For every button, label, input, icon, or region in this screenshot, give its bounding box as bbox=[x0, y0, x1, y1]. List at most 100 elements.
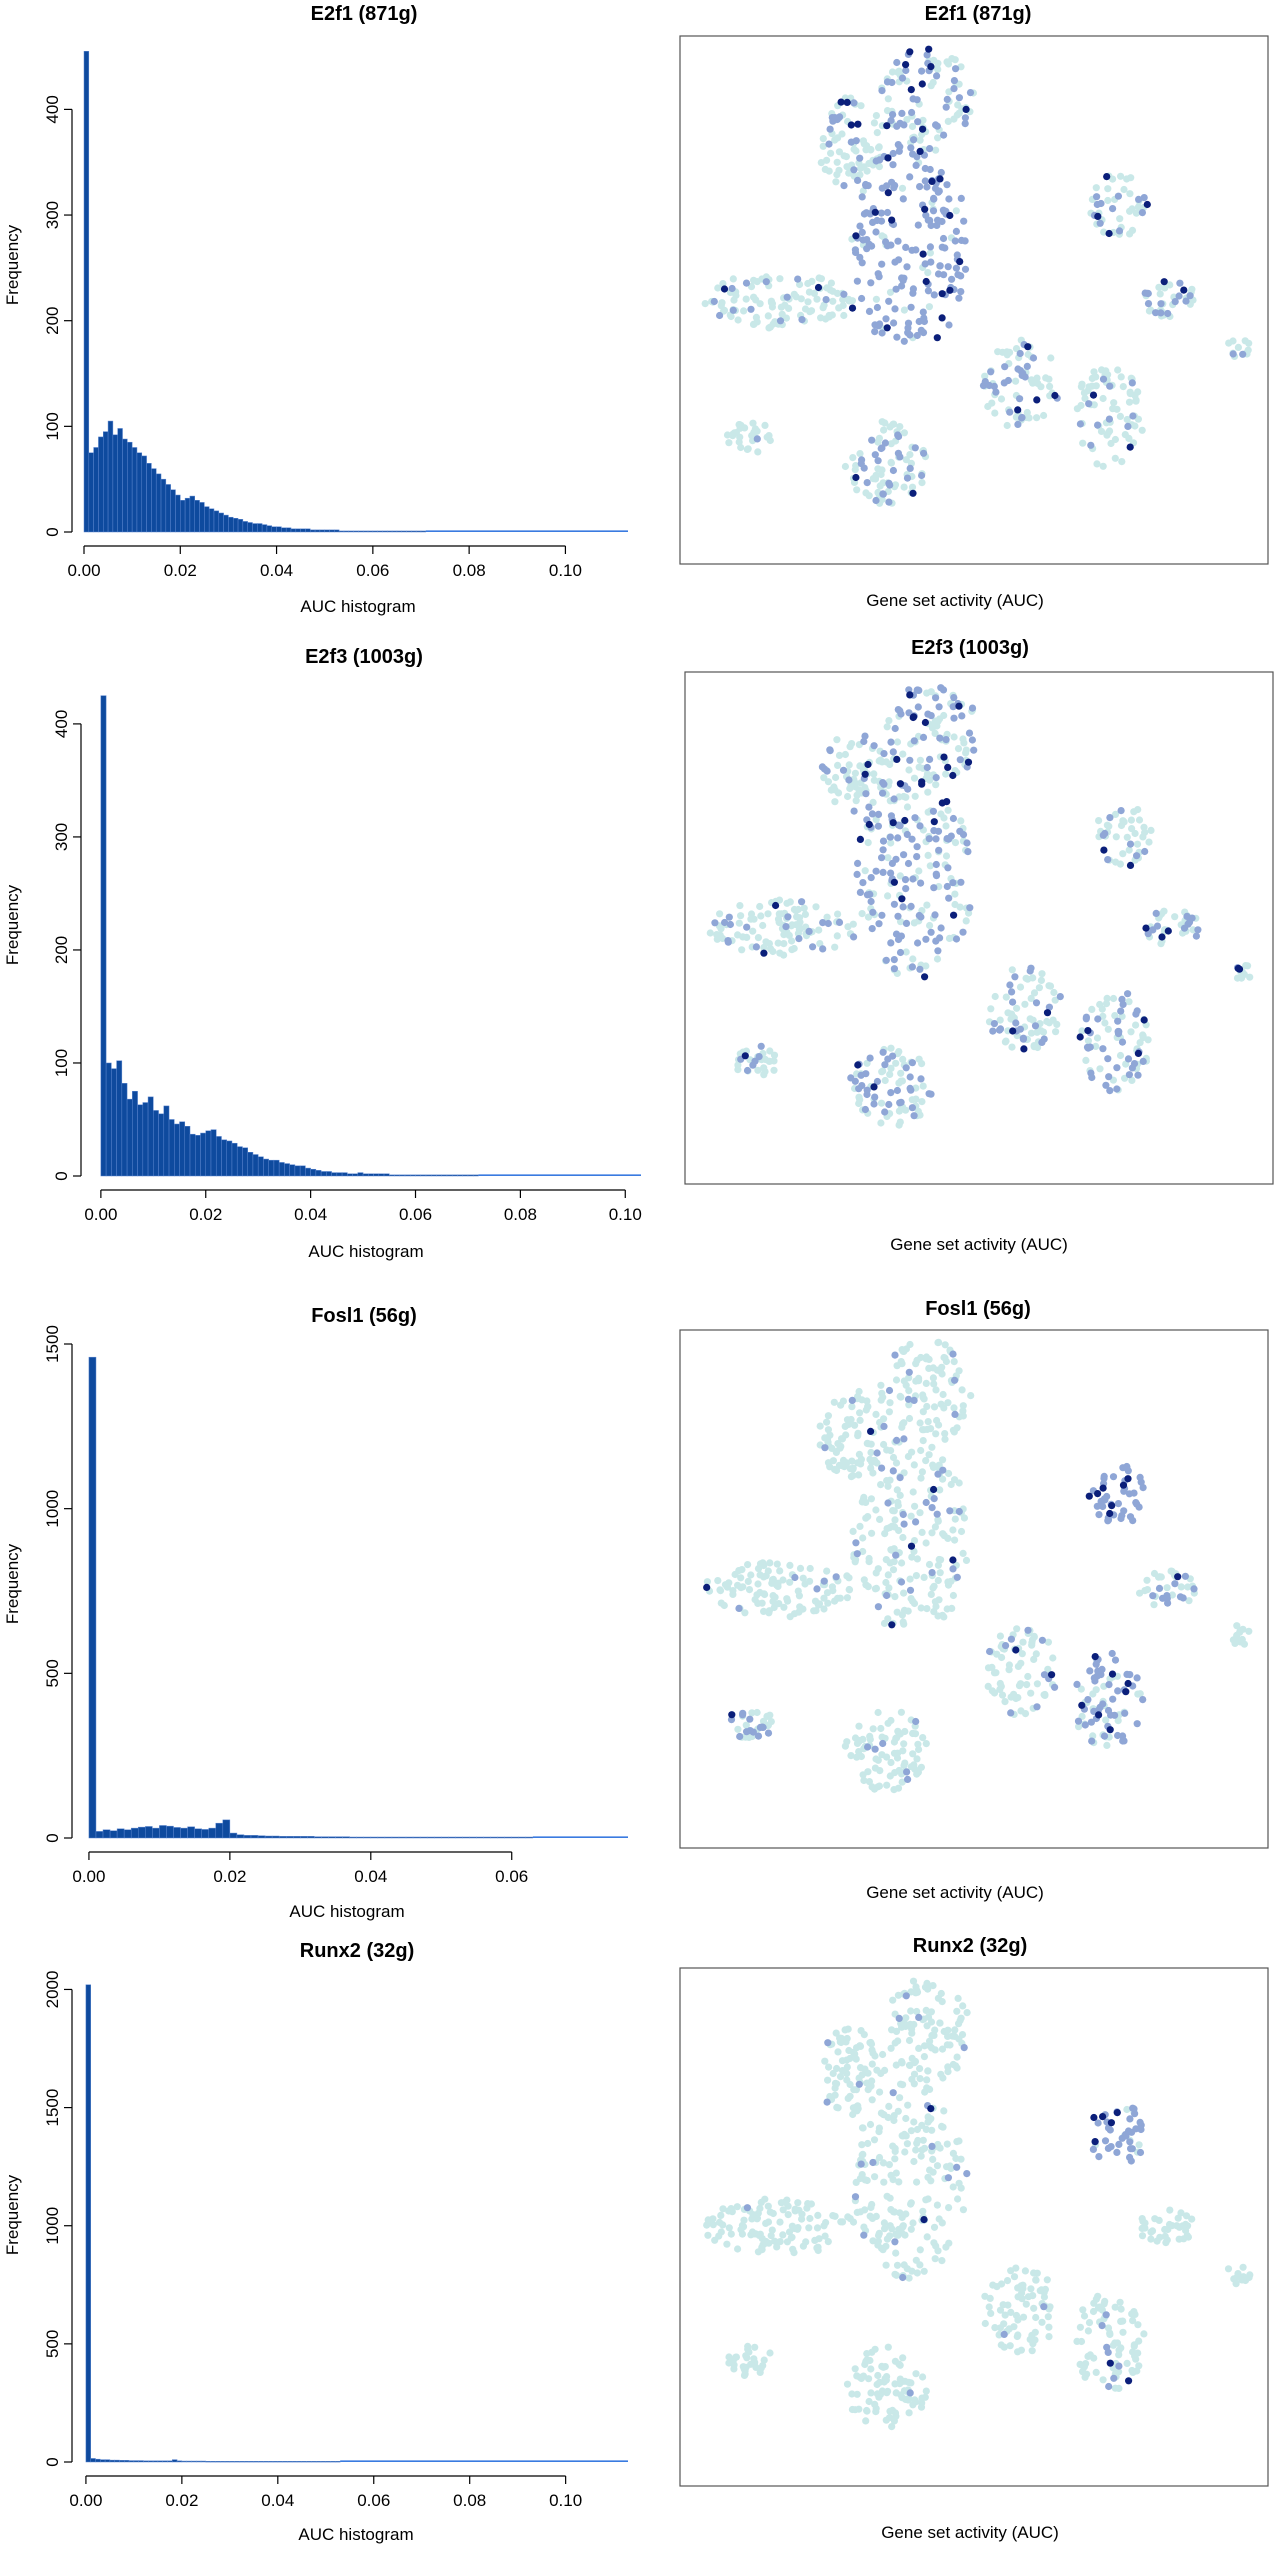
histogram-bar bbox=[290, 528, 297, 533]
cell-point bbox=[923, 2233, 931, 2241]
cell-point bbox=[903, 116, 911, 124]
cell-point bbox=[729, 1590, 737, 1598]
cell-point bbox=[823, 1589, 832, 1597]
cell-point bbox=[919, 2207, 927, 2215]
cell-point bbox=[899, 1533, 907, 1542]
cell-point bbox=[900, 483, 908, 491]
cell-point bbox=[1132, 397, 1140, 405]
cell-point bbox=[1037, 1027, 1045, 1035]
cell-point bbox=[884, 1482, 892, 1490]
histogram-bar bbox=[247, 1152, 254, 1177]
cell-point bbox=[763, 433, 771, 441]
cell-point bbox=[1112, 858, 1120, 866]
cell-point bbox=[776, 317, 785, 325]
cell-point bbox=[865, 492, 873, 500]
cell-point bbox=[891, 724, 899, 733]
cell-point bbox=[912, 2146, 920, 2154]
cell-point bbox=[920, 314, 928, 322]
cell-point bbox=[716, 311, 724, 320]
cell-point bbox=[882, 315, 890, 323]
cell-point bbox=[864, 1403, 872, 1411]
cell-point bbox=[1141, 2219, 1149, 2227]
cell-point bbox=[849, 1465, 857, 1473]
cell-point bbox=[930, 2223, 939, 2231]
cell-point bbox=[897, 1708, 906, 1716]
cell-point bbox=[850, 807, 858, 815]
histogram-bar bbox=[394, 1174, 401, 1177]
cell-point bbox=[884, 1571, 892, 1579]
cell-point bbox=[1138, 426, 1146, 434]
cell-point bbox=[899, 750, 907, 758]
y-tick-label: 500 bbox=[43, 1659, 62, 1687]
cell-point bbox=[952, 65, 960, 73]
histogram-bar bbox=[285, 1836, 294, 1839]
cell-point bbox=[1013, 1625, 1021, 1633]
cell-point bbox=[945, 195, 953, 203]
cell-point bbox=[1038, 970, 1046, 978]
cell-point bbox=[929, 1374, 938, 1382]
cell-point bbox=[1044, 1638, 1052, 1646]
tsne-panel-runx2: Runx2 (32g) Gene set activity (AUC) bbox=[679, 1935, 1269, 2542]
cell-point bbox=[1153, 922, 1162, 930]
cell-point bbox=[932, 860, 940, 869]
cell-point bbox=[757, 2198, 765, 2206]
cell-point bbox=[1090, 2113, 1098, 2122]
y-tick-label: 400 bbox=[52, 710, 71, 738]
histogram-bar bbox=[119, 2460, 125, 2463]
cell-point bbox=[1135, 195, 1143, 203]
cell-point bbox=[897, 2080, 905, 2088]
cell-point bbox=[997, 395, 1006, 403]
cell-point bbox=[1109, 205, 1117, 213]
cell-point bbox=[737, 912, 745, 920]
cell-point bbox=[1051, 391, 1059, 400]
cell-point bbox=[1139, 1696, 1147, 1704]
cell-point bbox=[888, 2026, 896, 2034]
cell-point bbox=[767, 1718, 775, 1726]
cell-point bbox=[961, 265, 970, 273]
cell-point bbox=[882, 2376, 890, 2384]
cell-point bbox=[852, 232, 860, 240]
histogram-bar bbox=[95, 2458, 101, 2463]
cell-point bbox=[747, 305, 755, 313]
cell-point bbox=[1101, 829, 1109, 838]
cell-point bbox=[923, 763, 931, 772]
cell-point bbox=[1133, 1007, 1141, 1015]
cell-point bbox=[1044, 1665, 1052, 1673]
cell-point bbox=[809, 943, 817, 951]
cell-point bbox=[1095, 817, 1103, 825]
cell-point bbox=[1009, 998, 1017, 1006]
cell-point bbox=[940, 753, 948, 761]
cell-point bbox=[894, 1749, 902, 1757]
cell-point bbox=[852, 1539, 860, 1547]
cell-point bbox=[854, 1736, 862, 1744]
cell-point bbox=[1034, 379, 1042, 387]
histogram-bar bbox=[278, 1162, 285, 1177]
cell-point bbox=[895, 2178, 903, 2186]
cell-point bbox=[950, 1404, 958, 1412]
cell-point bbox=[1082, 1013, 1090, 1021]
cell-point bbox=[1124, 990, 1132, 998]
cell-point bbox=[863, 1059, 871, 1067]
cell-point bbox=[878, 418, 886, 426]
cell-point bbox=[1111, 1656, 1120, 1664]
cell-point bbox=[737, 1574, 745, 1582]
cell-point bbox=[728, 1711, 736, 1719]
cell-point bbox=[1087, 1718, 1095, 1726]
cell-point bbox=[1007, 1635, 1016, 1643]
cell-point bbox=[902, 61, 910, 69]
cell-point bbox=[991, 992, 999, 1001]
cell-point bbox=[824, 2039, 832, 2047]
cell-point bbox=[873, 2066, 881, 2074]
cell-point bbox=[892, 1551, 900, 1559]
cell-point bbox=[929, 78, 937, 87]
cell-point bbox=[824, 1434, 832, 1442]
cell-point bbox=[719, 2205, 727, 2213]
cell-point bbox=[891, 1351, 899, 1359]
cell-point bbox=[884, 1499, 892, 1507]
cell-point bbox=[876, 756, 885, 764]
cell-point bbox=[932, 937, 940, 945]
cell-point bbox=[1022, 2300, 1030, 2308]
cell-point bbox=[847, 121, 855, 129]
cell-point bbox=[1102, 1000, 1111, 1008]
cell-point bbox=[935, 1461, 943, 1469]
